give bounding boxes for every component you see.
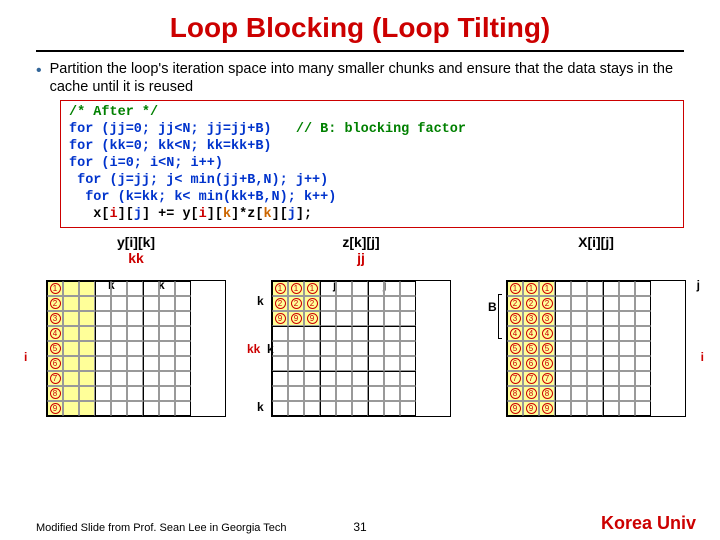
axis-k: k	[267, 342, 274, 356]
bullet-row: • Partition the loop's iteration space i…	[0, 60, 720, 96]
code-line: for (k=kk; k< min(kk+B,N); k++)	[69, 190, 336, 205]
matrix-z-sub: jj	[271, 250, 451, 266]
code-comment: /* After */	[69, 105, 158, 120]
diagram-area: y[i][k] kk k k k 123456789 i z[k][j] jj …	[36, 234, 684, 464]
footer-left: Modified Slide from Prof. Sean Lee in Ge…	[36, 522, 287, 534]
slide-title: Loop Blocking (Loop Tilting)	[0, 0, 720, 48]
axis-i: i	[701, 350, 704, 364]
footer: Modified Slide from Prof. Sean Lee in Ge…	[0, 513, 720, 534]
axis-j: j	[697, 278, 700, 292]
code-idx: i	[199, 207, 207, 222]
code-comment: // B: blocking factor	[272, 122, 466, 137]
matrix-x-title: X[i][j]	[506, 234, 686, 250]
code-line: for (kk=0; kk<N; kk=kk+B)	[69, 139, 272, 154]
code-expr: ][	[118, 207, 134, 222]
code-line: for (i=0; i<N; i++)	[69, 156, 223, 171]
matrix-z-grid: 111222999	[271, 280, 451, 417]
code-line: for (jj=0; jj<N; jj=jj+B)	[69, 122, 272, 137]
matrix-x-grid: 111222333444555666777888999	[506, 280, 686, 417]
code-expr: ][	[272, 207, 288, 222]
slide-number: 31	[353, 520, 366, 534]
b-bracket	[498, 294, 502, 339]
horizontal-rule	[36, 50, 684, 52]
axis-i: i	[24, 350, 27, 364]
matrix-z-title: z[k][j]	[271, 234, 451, 250]
code-expr: ] += y[	[142, 207, 199, 222]
code-expr: x[	[69, 207, 110, 222]
code-line: for (j=jj; j< min(jj+B,N); j++)	[69, 173, 328, 188]
code-block: /* After */ for (jj=0; jj<N; jj=jj+B) //…	[60, 100, 684, 228]
code-expr: ];	[296, 207, 312, 222]
code-idx: i	[110, 207, 118, 222]
matrix-y-sub: kk	[46, 250, 226, 266]
axis-k: k	[257, 294, 264, 308]
footer-right: Korea Univ	[601, 513, 696, 534]
code-expr: ]*z[	[231, 207, 263, 222]
axis-k: k	[257, 400, 264, 414]
axis-kk: kk	[247, 342, 260, 356]
code-expr: ][	[207, 207, 223, 222]
code-idx: k	[263, 207, 271, 222]
code-idx: k	[223, 207, 231, 222]
code-idx: j	[134, 207, 142, 222]
matrix-y-grid: 123456789	[46, 280, 226, 417]
bullet-text: Partition the loop's iteration space int…	[50, 60, 684, 96]
b-label: B	[488, 300, 497, 314]
bullet-icon: •	[36, 62, 42, 96]
matrix-y-title: y[i][k]	[46, 234, 226, 250]
code-idx: j	[288, 207, 296, 222]
